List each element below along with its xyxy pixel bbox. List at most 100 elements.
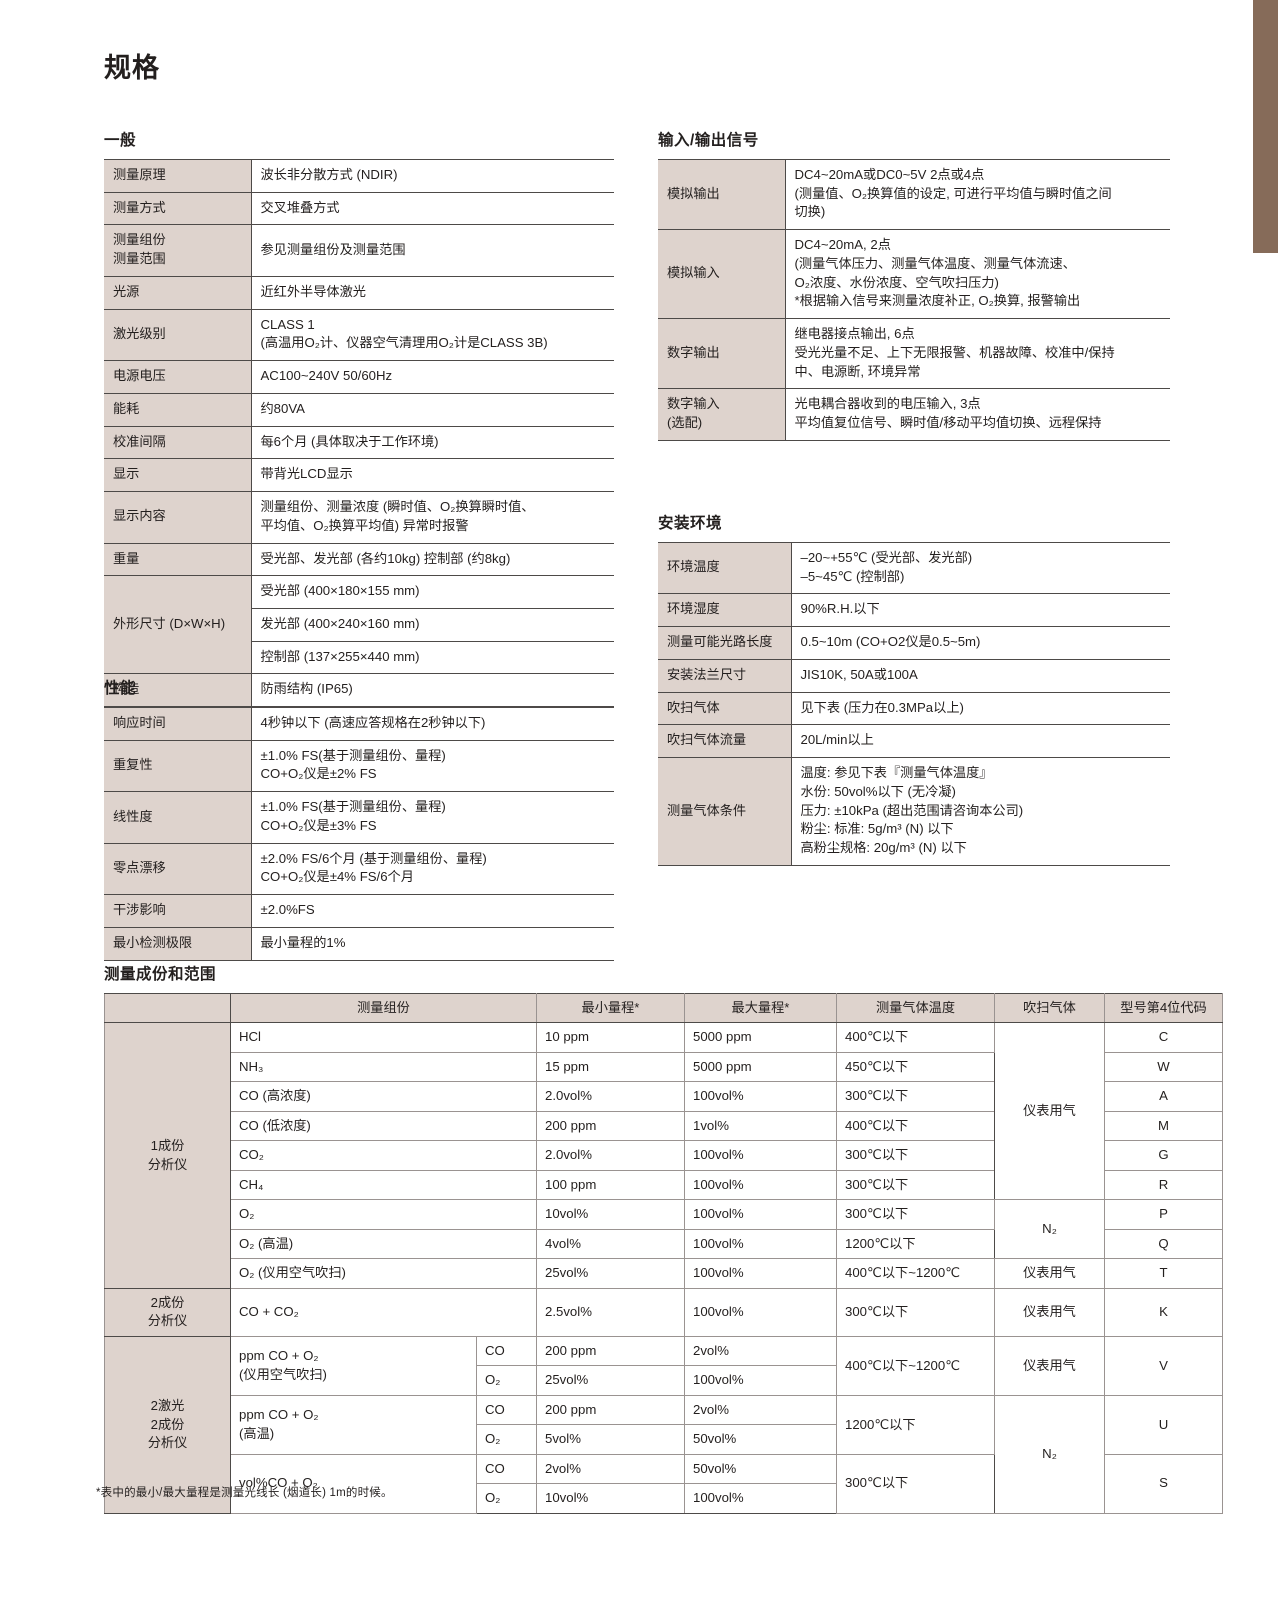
general-table: 测量原理 波长非分散方式 (NDIR) 测量方式 交叉堆叠方式 测量组份 测量范围 参见测…	[104, 159, 614, 708]
section-heading-general: 一般	[104, 132, 137, 149]
range-temperature: 450℃以下	[836, 1051, 995, 1083]
spec-row: 响应时间 4秒钟以下 (高速应答规格在2秒钟以下)	[104, 707, 614, 741]
range-purge-gas: 仪表用气	[994, 1258, 1105, 1289]
spec-row-key: 构造	[104, 673, 252, 708]
spec-row-value: 交叉堆叠方式	[251, 191, 614, 226]
range-min: 10vol%	[536, 1483, 685, 1514]
section-io-signal: 输入/输出信号 模拟输出 DC4~20mA或DC0~5V 2点或4点 (测量值、O…	[658, 128, 1170, 441]
range-group-label: 1成份 分析仪	[104, 1022, 231, 1289]
spec-row-key: 测量原理	[104, 159, 252, 193]
spec-row: 零点漂移 ±2.0% FS/6个月 (基于测量组份、量程) CO+O₂仪是±4% …	[104, 842, 614, 896]
range-min: 2vol%	[536, 1453, 685, 1485]
range-row: O₂ 10vol% 100vol%	[105, 1483, 1223, 1514]
range-group-label: 2激光 2成份 分析仪	[104, 1335, 231, 1514]
range-max: 5000 ppm	[684, 1051, 837, 1083]
spec-row: 数字输出 继电器接点输出, 6点 受光光量不足、上下无限报警、机器故障、校准中/保…	[658, 318, 1170, 390]
accent-bar	[1253, 0, 1278, 253]
section-performance: 性能 响应时间 4秒钟以下 (高速应答规格在2秒钟以下) 重复性 ±1.0% FS(基…	[104, 676, 614, 961]
range-component: CO (低浓度)	[230, 1110, 537, 1142]
spec-row: 测量气体条件 温度: 参见下表『测量气体温度』 水份: 50vol%以下 (无冷凝…	[658, 757, 1170, 866]
range-model-code: T	[1104, 1258, 1223, 1289]
range-header-cell	[104, 992, 231, 1024]
range-max: 100vol%	[684, 1365, 837, 1396]
spec-row-key: 光源	[104, 275, 252, 310]
range-max: 100vol%	[684, 1258, 837, 1289]
range-temperature: 300℃以下	[836, 1453, 995, 1514]
range-model-code: M	[1104, 1110, 1223, 1142]
range-model-code: Q	[1104, 1228, 1223, 1260]
spec-row-key: 激光级别	[104, 308, 252, 362]
range-max: 100vol%	[684, 1199, 837, 1230]
spec-row: 环境湿度 90%R.H.以下	[658, 593, 1170, 628]
spec-row-value: –20~+55℃ (受光部、发光部) –5~45℃ (控制部)	[791, 541, 1170, 595]
spec-row: 测量原理 波长非分散方式 (NDIR)	[104, 159, 614, 193]
range-table: 测量组份 最小量程* 最大量程* 测量气体温度 吹扫气体 型号第4位代码 1成份 分析仪 H…	[104, 992, 1223, 1514]
range-row: CO (低浓度) 200 ppm 1vol% 400℃以下 M	[105, 1110, 1223, 1142]
range-temperature: 300℃以下	[836, 1199, 995, 1230]
spec-row-key: 显示内容	[104, 491, 252, 544]
spec-row-key: 测量可能光路长度	[658, 626, 792, 660]
range-purge-gas: N₂	[994, 1394, 1105, 1514]
section-heading-environment: 安装环境	[658, 515, 723, 532]
range-max: 100vol%	[684, 1169, 837, 1201]
range-model-code: W	[1104, 1051, 1223, 1083]
range-row: ppm CO + O₂ (高温) CO 200 ppm 2vol% 1200℃以下 N₂ U	[105, 1394, 1223, 1514]
range-component: vol%CO + O₂	[230, 1453, 477, 1514]
range-min: 100 ppm	[536, 1169, 685, 1201]
range-temperature: 400℃以下	[836, 1022, 995, 1053]
range-component: ppm CO + O₂ (仪用空气吹扫)	[230, 1335, 477, 1396]
range-model-code: S	[1104, 1453, 1223, 1514]
spec-row-value: ±1.0% FS(基于测量组份、量程) CO+O₂仪是±2% FS	[251, 739, 614, 793]
environment-table: 环境温度 –20~+55℃ (受光部、发光部) –5~45℃ (控制部) 环境湿度 9…	[658, 541, 1170, 866]
spec-row-key: 干涉影响	[104, 894, 252, 928]
spec-row-value: AC100~240V 50/60Hz	[251, 360, 614, 394]
spec-row-value: 约80VA	[251, 392, 614, 427]
spec-row-value: 最小量程的1%	[251, 926, 614, 961]
spec-row-value: 参见测量组份及测量范围	[251, 224, 614, 277]
range-min: 2.0vol%	[536, 1140, 685, 1171]
spec-row-value: 发光部 (400×240×160 mm)	[251, 608, 614, 642]
range-component: CO (高浓度)	[230, 1081, 537, 1112]
range-temperature: 300℃以下	[836, 1140, 995, 1171]
footnote: *表中的最小/最大量程是测量光线长 (烟道长) 1m的时候。	[96, 1487, 393, 1499]
page-title: 规格	[104, 53, 160, 83]
range-max: 100vol%	[684, 1287, 837, 1337]
spec-row: 环境温度 –20~+55℃ (受光部、发光部) –5~45℃ (控制部)	[658, 541, 1170, 595]
spec-row-key: 能耗	[104, 392, 252, 427]
range-min: 200 ppm	[536, 1335, 685, 1367]
spec-row-key: 安装法兰尺寸	[658, 658, 792, 693]
range-temperature: 300℃以下	[836, 1287, 995, 1337]
range-subcomponent: O₂	[476, 1483, 537, 1514]
spec-row: 干涉影响 ±2.0%FS	[104, 894, 614, 928]
section-heading-performance: 性能	[104, 680, 137, 697]
spec-row-key: 外形尺寸 (D×W×H)	[104, 575, 252, 675]
spec-row: 安装法兰尺寸 JIS10K, 50A或100A	[658, 658, 1170, 693]
spec-row-value: 近红外半导体激光	[251, 275, 614, 310]
spec-row-value: 防雨结构 (IP65)	[251, 673, 614, 708]
range-min: 10vol%	[536, 1199, 685, 1230]
section-environment: 安装环境 环境温度 –20~+55℃ (受光部、发光部) –5~45℃ (控制部)…	[658, 511, 1170, 866]
section-heading-range: 测量成份和范围	[104, 966, 217, 983]
range-header-cell: 吹扫气体	[994, 992, 1105, 1024]
spec-row-value: DC4~20mA, 2点 (测量气体压力、测量气体温度、测量气体流速、 O₂浓度…	[785, 229, 1170, 320]
spec-row: 测量可能光路长度 0.5~10m (CO+O2仪是0.5~5m)	[658, 626, 1170, 660]
range-min: 25vol%	[536, 1258, 685, 1289]
range-temperature: 300℃以下	[836, 1169, 995, 1201]
spec-row-key: 重量	[104, 542, 252, 577]
range-subcomponent: O₂	[476, 1424, 537, 1455]
range-row: O₂ 25vol% 100vol%	[105, 1365, 1223, 1396]
range-max: 100vol%	[684, 1483, 837, 1514]
range-temperature: 300℃以下	[836, 1081, 995, 1112]
range-component: CO + CO₂	[230, 1287, 537, 1337]
range-temperature: 400℃以下	[836, 1110, 995, 1142]
range-component: NH₃	[230, 1051, 537, 1083]
range-component: CO₂	[230, 1140, 537, 1171]
range-component: CH₄	[230, 1169, 537, 1201]
spec-row-value: 受光部、发光部 (各约10kg) 控制部 (约8kg)	[251, 542, 614, 577]
range-purge-gas: 仪表用气	[994, 1287, 1105, 1337]
range-row: NH₃ 15 ppm 5000 ppm 450℃以下 W	[105, 1051, 1223, 1083]
range-model-code: K	[1104, 1287, 1223, 1337]
spec-row: 测量组份 测量范围 参见测量组份及测量范围	[104, 224, 614, 277]
spec-row-value: 光电耦合器收到的电压输入, 3点 平均值复位信号、瞬时值/移动平均值切换、远程保…	[785, 388, 1170, 441]
range-group-label: 2成份 分析仪	[104, 1287, 231, 1337]
